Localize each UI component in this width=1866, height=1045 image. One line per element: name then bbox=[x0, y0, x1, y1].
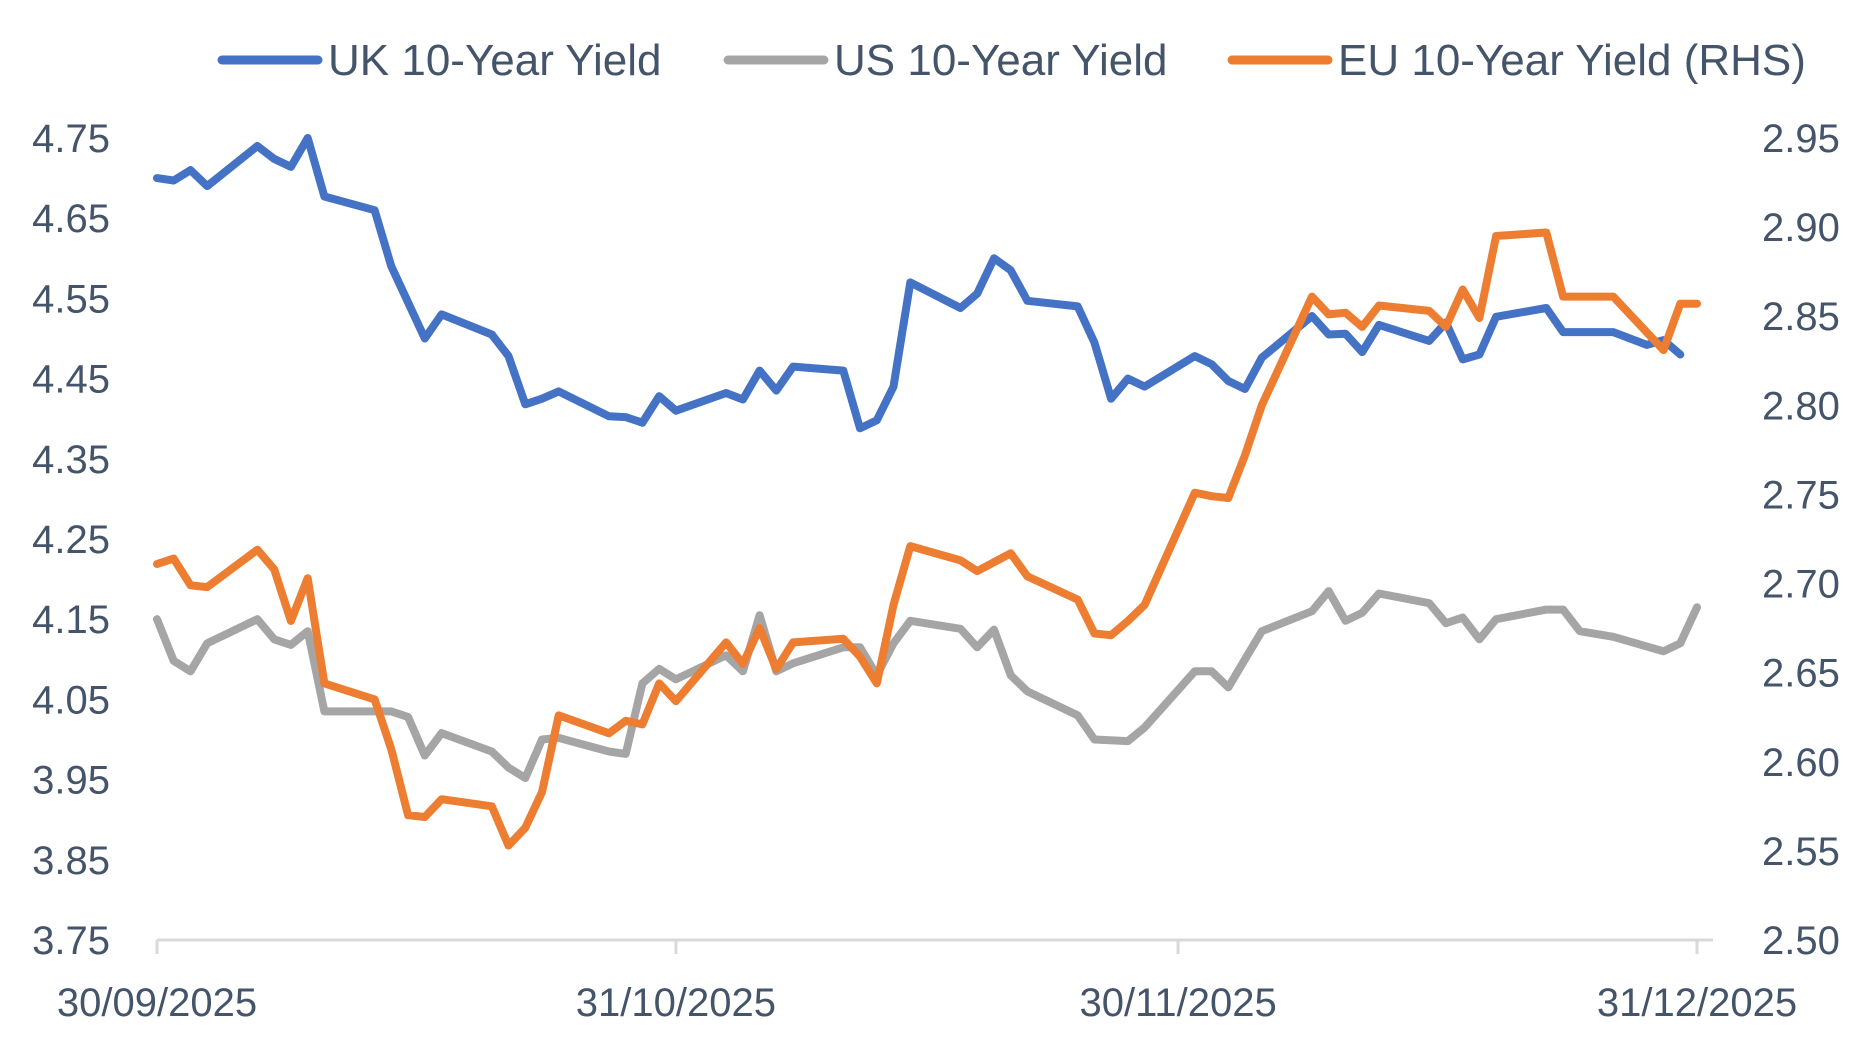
chart-legend: UK 10-Year Yield US 10-Year Yield EU 10-Ye… bbox=[217, 36, 1806, 85]
y-right-tick-label: 2.90 bbox=[1762, 206, 1840, 250]
legend-item: UK 10-Year Yield bbox=[217, 36, 661, 85]
y-right-tick-label: 2.95 bbox=[1762, 117, 1840, 161]
legend-label: EU 10-Year Yield (RHS) bbox=[1338, 36, 1806, 85]
y-left-tick-label: 4.25 bbox=[32, 518, 110, 562]
y-right-tick-label: 2.80 bbox=[1762, 384, 1840, 428]
y-right-tick-label: 2.55 bbox=[1762, 830, 1840, 874]
x-tick-label: 31/12/2025 bbox=[1597, 981, 1797, 1025]
y-left-tick-label: 4.05 bbox=[32, 678, 110, 722]
y-left-tick-label: 3.75 bbox=[32, 919, 110, 963]
legend-label: US 10-Year Yield bbox=[834, 36, 1167, 85]
y-left-tick-label: 4.15 bbox=[32, 598, 110, 642]
y-left-tick-label: 3.85 bbox=[32, 839, 110, 883]
series-layer bbox=[153, 134, 1701, 850]
y-right-tick-label: 2.75 bbox=[1762, 473, 1840, 517]
series-line-us-10-year-yield bbox=[153, 587, 1701, 782]
y-right-tick-label: 2.60 bbox=[1762, 741, 1840, 785]
y-left-tick-label: 4.75 bbox=[32, 117, 110, 161]
series-line-uk-10-year-yield bbox=[153, 134, 1685, 433]
y-left-tick-label: 3.95 bbox=[32, 759, 110, 803]
x-tick-label: 30/09/2025 bbox=[57, 981, 257, 1025]
y-right-tick-label: 2.70 bbox=[1762, 563, 1840, 607]
y-left-tick-label: 4.45 bbox=[32, 358, 110, 402]
x-tick-label: 31/10/2025 bbox=[576, 981, 776, 1025]
y-left-tick-label: 4.55 bbox=[32, 277, 110, 321]
y-right-tick-label: 2.65 bbox=[1762, 652, 1840, 696]
legend-item: US 10-Year Yield bbox=[723, 36, 1167, 85]
x-tick-label: 30/11/2025 bbox=[1079, 981, 1276, 1025]
series-line-eu-10-year-yield-rhs bbox=[153, 228, 1701, 850]
y-left-tick-label: 4.35 bbox=[32, 438, 110, 482]
chart-axes: 30/09/2025 31/10/2025 30/11/2025 31/12/2025… bbox=[32, 117, 1840, 1025]
legend-item: EU 10-Year Yield (RHS) bbox=[1227, 36, 1806, 85]
y-left-tick-label: 4.65 bbox=[32, 197, 110, 241]
y-right-tick-label: 2.85 bbox=[1762, 295, 1840, 339]
y-right-tick-label: 2.50 bbox=[1762, 919, 1840, 963]
legend-label: UK 10-Year Yield bbox=[328, 36, 661, 85]
